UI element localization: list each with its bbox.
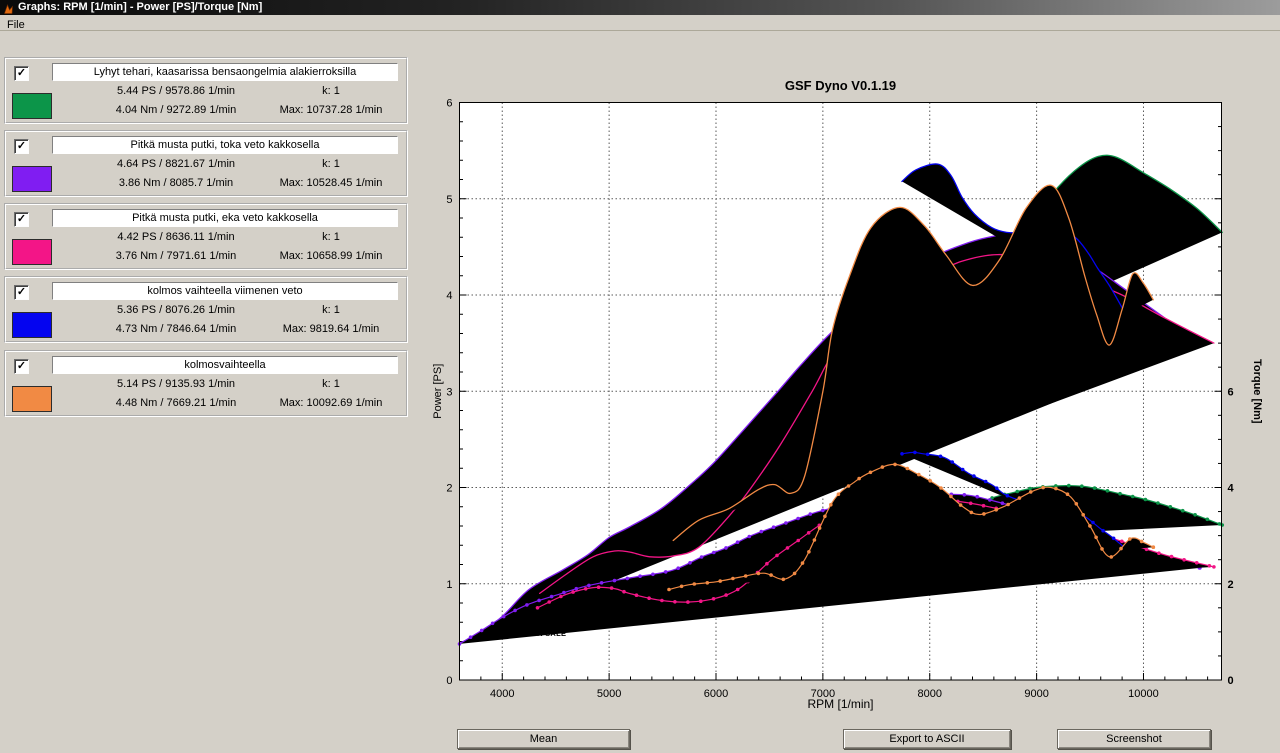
svg-text:4: 4 [446, 290, 452, 302]
series-power-stat: 4.42 PS / 8636.11 1/min [66, 231, 286, 243]
series-torque-stat: 4.04 Nm / 9272.89 1/min [66, 104, 286, 116]
torque-curve-1 [460, 494, 1200, 644]
series-k-stat: k: 1 [258, 85, 404, 97]
window-title: Graphs: RPM [1/min] - Power [PS]/Torque … [18, 0, 262, 15]
torque-markers-4 [667, 463, 1155, 592]
app-window: Graphs: RPM [1/min] - Power [PS]/Torque … [0, 0, 1280, 753]
series-k-stat: k: 1 [258, 158, 404, 170]
power-curve-1 [460, 233, 1200, 643]
svg-text:1: 1 [446, 579, 452, 591]
svg-text:2: 2 [446, 483, 452, 495]
legend-panel: ✓ kolmosvaihteella 5.14 PS / 9135.93 1/min… [4, 350, 408, 417]
legend-panel: ✓ kolmos vaihteella viimenen veto 5.36 PS … [4, 276, 408, 343]
power-curve-4 [673, 185, 1153, 540]
series-power-stat: 5.44 PS / 9578.86 1/min [66, 85, 286, 97]
svg-text:4: 4 [1228, 483, 1235, 495]
svg-text:3: 3 [446, 386, 452, 398]
series-color-swatch [12, 166, 52, 192]
svg-text:5: 5 [446, 194, 452, 206]
svg-text:6000: 6000 [704, 688, 728, 700]
title-bar[interactable]: Graphs: RPM [1/min] - Power [PS]/Torque … [0, 0, 1280, 15]
series-name-field[interactable]: Lyhyt tehari, kaasarissa bensaongelmia a… [52, 63, 398, 81]
series-color-swatch [12, 386, 52, 412]
series-max-stat: Max: 10737.28 1/min [258, 104, 404, 116]
series-visible-checkbox[interactable]: ✓ [14, 359, 29, 374]
svg-text:0: 0 [1228, 675, 1234, 687]
series-torque-stat: 3.86 Nm / 8085.7 1/min [66, 177, 286, 189]
series-power-stat: 5.36 PS / 8076.26 1/min [66, 304, 286, 316]
series-visible-checkbox[interactable]: ✓ [14, 285, 29, 300]
series-max-stat: Max: 10528.45 1/min [258, 177, 404, 189]
plot-border [460, 103, 1222, 681]
svg-text:0: 0 [446, 675, 452, 687]
series-max-stat: Max: 9819.64 1/min [258, 323, 404, 335]
power-curve-2 [540, 255, 1214, 594]
export-ascii-button[interactable]: Export to ASCII [843, 729, 1011, 749]
svg-text:4000: 4000 [490, 688, 514, 700]
torque-markers-1 [458, 492, 1202, 645]
left-axis-label: Power [PS] [432, 364, 444, 419]
menu-bar: File [0, 15, 1280, 31]
torque-curve-2 [538, 499, 1214, 608]
series-color-swatch [12, 93, 52, 119]
plot-area [460, 103, 1222, 681]
series-torque-stat: 4.73 Nm / 7846.64 1/min [66, 323, 286, 335]
series-k-stat: k: 1 [258, 304, 404, 316]
legend-panel: ✓ Pitkä musta putki, toka veto kakkosella… [4, 130, 408, 197]
series-visible-checkbox[interactable]: ✓ [14, 139, 29, 154]
axis-ticks [460, 103, 1222, 681]
series-power-stat: 5.14 PS / 9135.93 1/min [66, 378, 286, 390]
torque-markers-3 [900, 451, 1126, 549]
power-curve-0 [925, 155, 1222, 364]
legend-panel: ✓ Lyhyt tehari, kaasarissa bensaongelmia … [4, 57, 408, 124]
series-name-field[interactable]: kolmosvaihteella [52, 356, 398, 374]
svg-text:9000: 9000 [1024, 688, 1048, 700]
series-name-field[interactable]: Pitkä musta putki, toka veto kakkosella [52, 136, 398, 154]
menu-file[interactable]: File [0, 18, 32, 32]
svg-text:2: 2 [1228, 579, 1234, 591]
svg-text:8000: 8000 [917, 688, 941, 700]
svg-text:6: 6 [446, 98, 452, 110]
axis-tick-labels: 4000 5000 6000 7000 8000 9000 10000 0 1 2 3 4 5 6 0 2 4 6 [446, 98, 1234, 701]
series-color-swatch [12, 239, 52, 265]
series-torque-stat: 4.48 Nm / 7669.21 1/min [66, 397, 286, 409]
right-axis-label: Torque [Nm] [1251, 359, 1263, 424]
grid-lines [460, 103, 1222, 681]
svg-text:7000: 7000 [811, 688, 835, 700]
torque-curve-0 [927, 486, 1223, 540]
not-for-sale-watermark: NOT FOR SALE [507, 629, 566, 638]
series-visible-checkbox[interactable]: ✓ [14, 66, 29, 81]
mean-button[interactable]: Mean [457, 729, 630, 749]
power-curve-3 [902, 164, 1124, 311]
series-power-stat: 4.64 PS / 8821.67 1/min [66, 158, 286, 170]
series-name-field[interactable]: kolmos vaihteella viimenen veto [52, 282, 398, 300]
series-name-field[interactable]: Pitkä musta putki, eka veto kakkosella [52, 209, 398, 227]
svg-text:5000: 5000 [597, 688, 621, 700]
series-k-stat: k: 1 [258, 231, 404, 243]
torque-markers-2 [536, 497, 1216, 609]
series-max-stat: Max: 10658.99 1/min [258, 250, 404, 262]
series-max-stat: Max: 10092.69 1/min [258, 397, 404, 409]
torque-curve-4 [669, 464, 1153, 589]
app-icon [3, 2, 14, 13]
torque-markers-0 [925, 484, 1224, 541]
series-color-swatch [12, 312, 52, 338]
series-torque-stat: 3.76 Nm / 7971.61 1/min [66, 250, 286, 262]
series-visible-checkbox[interactable]: ✓ [14, 212, 29, 227]
svg-text:6: 6 [1228, 386, 1234, 398]
series-k-stat: k: 1 [258, 378, 404, 390]
svg-text:10000: 10000 [1128, 688, 1159, 700]
torque-curve-3 [902, 452, 1124, 547]
legend-panel: ✓ Pitkä musta putki, eka veto kakkosella 4… [4, 203, 408, 270]
chart-title: GSF Dyno V0.1.19 [785, 78, 896, 93]
x-axis-label: RPM [1/min] [807, 697, 873, 711]
screenshot-button[interactable]: Screenshot [1057, 729, 1211, 749]
